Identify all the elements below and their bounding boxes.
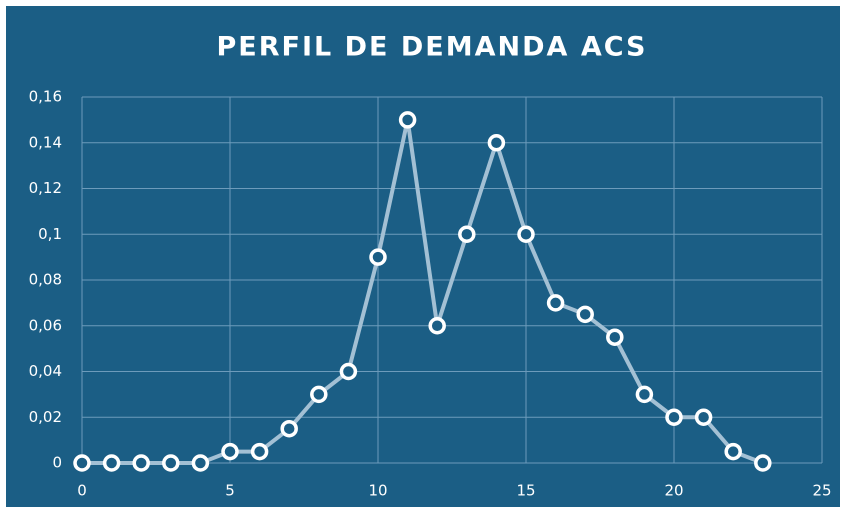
data-point	[635, 385, 654, 404]
data-point	[694, 408, 713, 426]
data-point	[428, 317, 446, 335]
data-point	[132, 454, 150, 472]
data-point	[517, 225, 535, 243]
data-point	[606, 328, 624, 346]
data-point	[221, 442, 239, 461]
x-tick-label: 25	[812, 482, 831, 500]
y-tick-label: 0,14	[29, 133, 62, 151]
data-point	[398, 111, 417, 129]
data-point	[487, 134, 506, 152]
data-point	[102, 454, 121, 472]
data-point	[73, 454, 91, 472]
data-point	[162, 454, 180, 472]
data-point	[191, 454, 210, 472]
x-tick-label: 10	[368, 482, 387, 500]
data-point	[280, 419, 298, 438]
data-point	[665, 408, 683, 426]
y-tick-label: 0,02	[29, 408, 62, 426]
x-tick-label: 15	[516, 482, 535, 500]
data-point	[724, 442, 742, 461]
data-point	[369, 248, 387, 266]
y-tick-label: 0,06	[29, 316, 62, 334]
y-tick-label: 0,08	[29, 271, 62, 289]
data-point	[754, 454, 772, 472]
data-point	[546, 294, 565, 312]
data-point	[458, 225, 476, 243]
x-tick-label: 5	[225, 482, 235, 500]
data-point	[576, 305, 594, 324]
y-tick-label: 0,16	[29, 88, 62, 106]
data-point	[250, 442, 269, 461]
chart-title: PERFIL DE DEMANDA ACS	[217, 32, 648, 63]
x-tick-label: 20	[664, 482, 683, 500]
y-tick-label: 0,12	[29, 179, 62, 197]
x-tick-label: 0	[77, 482, 87, 500]
y-tick-label: 0	[52, 454, 62, 472]
y-tick-label: 0,04	[29, 362, 62, 380]
y-tick-label: 0,1	[38, 225, 62, 243]
data-point	[339, 362, 358, 381]
data-point	[310, 385, 328, 404]
